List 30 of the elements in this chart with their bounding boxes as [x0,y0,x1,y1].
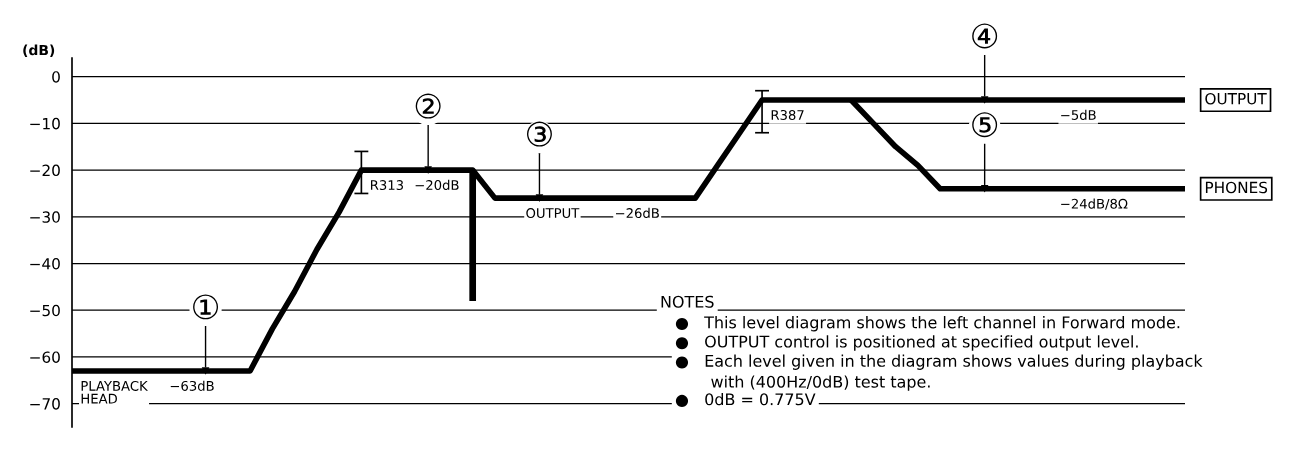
series-label: PHONES [1205,181,1268,194]
data-label: −26dB [615,207,659,219]
y-tick-label: −50 [30,304,60,317]
annotation: ● This level diagram shows the left channel in Forward mode. [675,316,1180,332]
y-tick-label: −70 [30,398,60,410]
data-label: −63dB [170,380,214,391]
y-axis-title: (dB) [23,44,55,57]
data-label: −20dB [415,179,459,191]
data-label: ⑤ [972,112,998,138]
data-label: R313 [371,180,404,191]
annotation: ● 0dB = 0.775V [675,392,816,408]
data-label: −24dB/8Ω [1061,198,1128,210]
data-label: ④ [972,23,998,49]
y-tick-label: −20 [30,164,60,177]
annotation: ● Each level given in the diagram shows values during playback with (400Hz/0dB) test tape. [675,354,1203,391]
y-tick-label: 0 [52,71,60,83]
data-label: −5dB [1061,109,1096,120]
annotation: ● OUTPUT control is positioned at specified output level. [675,335,1138,351]
data-label: ② [415,93,441,119]
y-tick-label: −10 [30,117,60,130]
series-label: OUTPUT [1205,92,1267,105]
annotation: NOTES [661,295,714,308]
data-label: PLAYBACK HEAD [81,380,148,404]
y-tick-label: −40 [30,257,60,270]
data-label: ① [193,294,219,320]
data-label: OUTPUT [526,208,580,219]
y-tick-label: −30 [30,211,60,223]
data-label: ③ [526,121,552,147]
data-label: R387 [771,109,804,120]
y-tick-label: −60 [30,351,60,363]
